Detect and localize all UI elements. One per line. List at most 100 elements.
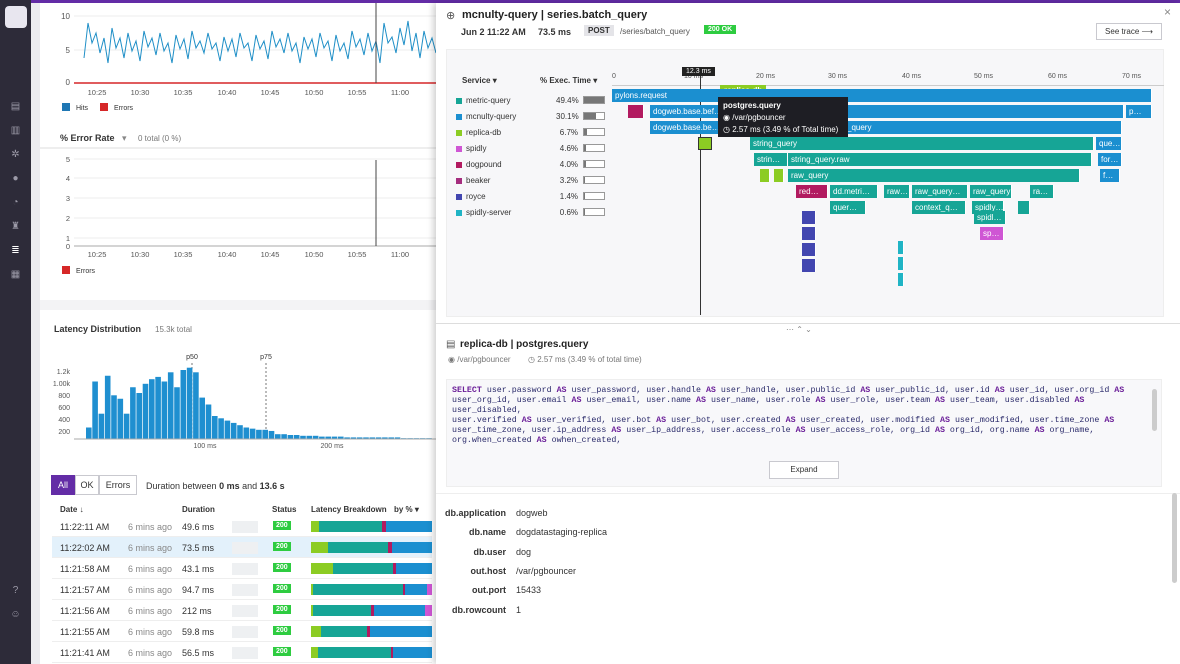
row-latency-breakdown: [311, 626, 432, 637]
span-que[interactable]: que…: [1096, 137, 1122, 150]
span-royce-3[interactable]: [802, 243, 816, 256]
span-quer[interactable]: quer…: [830, 201, 866, 214]
service-row[interactable]: beaker 3.2%: [456, 174, 606, 189]
integrations-icon[interactable]: ✲: [11, 149, 20, 160]
sql-scrollbar[interactable]: [1152, 389, 1157, 431]
metrics-icon[interactable]: ▥: [10, 125, 21, 136]
span-dogweb-base-1[interactable]: dogweb.base.bef…: [650, 105, 720, 118]
close-icon[interactable]: ×: [1164, 5, 1172, 19]
service-header[interactable]: Service ▾: [462, 76, 497, 85]
sql-keyword: AS: [1074, 396, 1085, 405]
meta-key: db.rowcount: [452, 604, 506, 615]
span-sp[interactable]: sp…: [980, 227, 1004, 240]
col-duration[interactable]: Duration: [182, 505, 215, 514]
service-color-swatch: [456, 114, 462, 120]
span-dogweb-base-2[interactable]: dogweb.base.be…: [650, 121, 720, 134]
service-row[interactable]: spidly-server 0.6%: [456, 206, 606, 221]
meta-value: 15433: [516, 585, 542, 596]
span-royce-2[interactable]: [802, 227, 816, 240]
col-status[interactable]: Status: [272, 505, 297, 514]
filter-errors-button[interactable]: Errors: [99, 475, 137, 495]
expand-button[interactable]: Expand: [769, 461, 839, 479]
span-replica-db-hover[interactable]: [698, 137, 712, 150]
span-c-query[interactable]: c_query: [840, 121, 1122, 134]
span-royce-4[interactable]: [802, 259, 816, 272]
table-row[interactable]: 11:22:02 AM 6 mins ago 73.5 ms 200: [52, 537, 432, 558]
span-spidly-server-2[interactable]: [898, 257, 904, 270]
service-row[interactable]: mcnulty-query 30.1%: [456, 110, 606, 125]
sql-text: owhen_created,: [546, 436, 622, 445]
logs-icon[interactable]: ≣: [11, 245, 20, 256]
span-red[interactable]: red…: [796, 185, 828, 198]
error-rate-chart: 5 4 3 2 1 0 10:25 10:30 10:35 10:40 10:4…: [40, 147, 440, 275]
span-f[interactable]: f…: [1100, 169, 1120, 182]
span-spidl[interactable]: spidl…: [974, 211, 1006, 224]
service-row[interactable]: dogpound 4.0%: [456, 158, 606, 173]
span-ra[interactable]: ra…: [1030, 185, 1054, 198]
sql-keyword: AS: [994, 386, 1005, 395]
error-rate-dropdown-icon[interactable]: ▾: [122, 133, 127, 143]
span-pylons-request[interactable]: pylons.request: [612, 89, 1152, 102]
meta-key: db.user: [473, 546, 506, 557]
row-duration: 212 ms: [182, 606, 212, 616]
span-dogpound[interactable]: [628, 105, 644, 118]
service-pct-fill: [584, 113, 596, 119]
error-rate-title[interactable]: % Error Rate: [60, 133, 115, 143]
see-trace-button[interactable]: See trace ⟶: [1096, 23, 1162, 40]
span-raw-1[interactable]: raw…: [884, 185, 910, 198]
service-row[interactable]: royce 1.4%: [456, 190, 606, 205]
histogram-bar: [243, 427, 250, 439]
datadog-logo-icon[interactable]: [5, 6, 27, 28]
filter-all-button[interactable]: All: [51, 475, 75, 495]
span-p[interactable]: p…: [1126, 105, 1152, 118]
filter-ok-button[interactable]: OK: [75, 475, 99, 495]
table-row[interactable]: 11:21:58 AM 6 mins ago 43.1 ms 200: [52, 558, 432, 579]
span-small-1[interactable]: [1018, 201, 1030, 214]
span-for[interactable]: for…: [1098, 153, 1122, 166]
span-dd-metri[interactable]: dd.metri…: [830, 185, 878, 198]
breakdown-by-dropdown[interactable]: by % ▾: [394, 505, 419, 514]
span-strin[interactable]: strin…: [754, 153, 788, 166]
table-row[interactable]: 11:22:11 AM 6 mins ago 49.6 ms 200: [52, 516, 432, 537]
apm-icon[interactable]: ◔: [12, 197, 19, 208]
span-context-q[interactable]: context_q…: [912, 201, 966, 214]
span-raw-query[interactable]: raw_query: [788, 169, 1080, 182]
span-spidly-server-1[interactable]: [898, 241, 904, 254]
table-row[interactable]: 11:21:41 AM 6 mins ago 56.5 ms 200: [52, 642, 432, 663]
user-icon[interactable]: ☺: [10, 609, 21, 620]
histogram-bar: [161, 381, 168, 439]
span-spidly-1[interactable]: spidly…: [972, 201, 1004, 214]
histogram-bar: [319, 436, 325, 439]
monitors-icon[interactable]: ●: [12, 173, 19, 184]
hits-x-tick: 10:50: [305, 88, 324, 97]
span-replica-db-1[interactable]: [760, 169, 770, 182]
table-row[interactable]: 11:21:56 AM 6 mins ago 212 ms 200: [52, 600, 432, 621]
service-row[interactable]: spidly 4.6%: [456, 142, 606, 157]
span-raw-query-3[interactable]: raw_query…: [970, 185, 1012, 198]
service-color-swatch: [456, 146, 462, 152]
notebook-icon[interactable]: ▦: [10, 269, 21, 280]
panel-splitter[interactable]: [436, 323, 1180, 324]
col-date[interactable]: Date ↓: [60, 505, 84, 514]
help-icon[interactable]: ?: [12, 585, 19, 596]
span-royce-1[interactable]: [802, 211, 816, 224]
service-pct-fill: [584, 145, 586, 151]
row-duration: 73.5 ms: [182, 543, 215, 553]
dashboard-icon[interactable]: ▤: [10, 101, 21, 112]
splitter-controls-icon[interactable]: ⋯ ⌃ ⌄: [786, 325, 812, 334]
span-replica-db-2[interactable]: [774, 169, 784, 182]
table-row[interactable]: 11:21:55 AM 6 mins ago 59.8 ms 200: [52, 621, 432, 642]
service-row[interactable]: replica-db 6.7%: [456, 126, 606, 141]
row-duration-bar: [232, 542, 258, 554]
span-spidly-server-3[interactable]: [898, 273, 904, 286]
span-string-query-raw[interactable]: string_query.raw: [788, 153, 1092, 166]
span-string-query[interactable]: string_query: [750, 137, 1094, 150]
duration-max: 13.6 s: [259, 481, 285, 491]
duration-filter[interactable]: Duration between 0 ms and 13.6 s: [146, 481, 285, 491]
span-raw-query-2[interactable]: raw_query…: [912, 185, 968, 198]
service-row[interactable]: metric-query 49.4%: [456, 94, 606, 109]
exec-time-header[interactable]: % Exec. Time ▾: [540, 76, 598, 85]
meta-scrollbar[interactable]: [1172, 493, 1177, 583]
table-row[interactable]: 11:21:57 AM 6 mins ago 94.7 ms 200: [52, 579, 432, 600]
infrastructure-icon[interactable]: ♜: [11, 221, 20, 232]
